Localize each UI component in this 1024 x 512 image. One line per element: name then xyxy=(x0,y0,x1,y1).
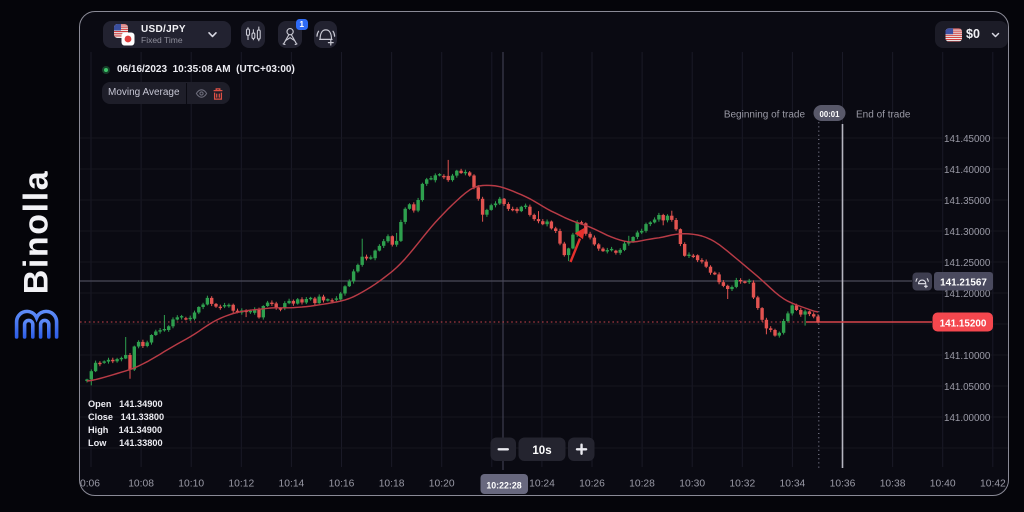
svg-text:141.35000: 141.35000 xyxy=(944,196,991,207)
svg-text:10:22:28: 10:22:28 xyxy=(486,481,521,491)
svg-text:141.05000: 141.05000 xyxy=(944,382,991,393)
svg-text:10:28: 10:28 xyxy=(629,479,655,490)
svg-text:141.00000: 141.00000 xyxy=(944,413,991,424)
svg-text:0:06: 0:06 xyxy=(80,479,100,490)
svg-text:10:24: 10:24 xyxy=(529,479,555,490)
svg-text:10:16: 10:16 xyxy=(329,479,355,490)
svg-text:141.21567: 141.21567 xyxy=(940,278,987,289)
svg-text:10:08: 10:08 xyxy=(128,479,154,490)
svg-text:141.30000: 141.30000 xyxy=(944,227,991,238)
svg-text:10:36: 10:36 xyxy=(830,479,856,490)
svg-text:Beginning of trade: Beginning of trade xyxy=(724,110,806,121)
svg-text:End of trade: End of trade xyxy=(856,110,911,121)
svg-text:10:10: 10:10 xyxy=(178,479,204,490)
svg-text:141.25000: 141.25000 xyxy=(944,258,991,269)
svg-text:10:18: 10:18 xyxy=(379,479,405,490)
svg-text:10:32: 10:32 xyxy=(729,479,755,490)
svg-text:10:12: 10:12 xyxy=(228,479,254,490)
svg-text:10s: 10s xyxy=(532,445,551,457)
svg-text:141.40000: 141.40000 xyxy=(944,165,991,176)
svg-text:10:30: 10:30 xyxy=(679,479,705,490)
svg-text:10:20: 10:20 xyxy=(429,479,455,490)
svg-text:10:40: 10:40 xyxy=(930,479,956,490)
svg-text:10:42: 10:42 xyxy=(980,479,1006,490)
svg-text:141.45000: 141.45000 xyxy=(944,134,991,145)
svg-text:141.20000: 141.20000 xyxy=(944,289,991,300)
svg-text:141.15200: 141.15200 xyxy=(940,319,987,330)
svg-text:10:26: 10:26 xyxy=(579,479,605,490)
svg-text:10:34: 10:34 xyxy=(780,479,806,490)
svg-text:00:01: 00:01 xyxy=(820,110,841,119)
svg-text:141.10000: 141.10000 xyxy=(944,351,991,362)
svg-text:10:38: 10:38 xyxy=(880,479,906,490)
svg-text:10:14: 10:14 xyxy=(279,479,305,490)
